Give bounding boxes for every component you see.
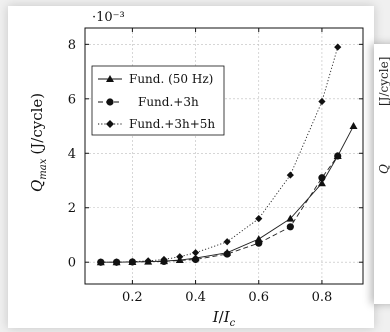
y-tick-label: 0 <box>68 256 76 271</box>
data-point-diamond <box>144 257 152 265</box>
data-point-triangle <box>286 214 295 222</box>
figure-card: 0.2 0.4 0.6 0.8 0 2 4 6 8 ·10⁻³ Qmax (J/cycle) I… <box>8 6 374 328</box>
legend: Fund. (50 Hz) Fund.+3h Fund.+3h+5h <box>91 65 225 136</box>
chart: 0.2 0.4 0.6 0.8 0 2 4 6 8 ·10⁻³ Qmax (J/cycle) I… <box>28 10 364 328</box>
legend-diamond-icon <box>106 120 114 128</box>
data-point-diamond <box>223 238 231 246</box>
data-point-triangle <box>349 122 358 130</box>
x-axis-ticks: 0.2 0.4 0.6 0.8 <box>122 28 332 305</box>
data-point-circle <box>223 250 231 258</box>
x-axis-label-main: I <box>212 308 220 326</box>
data-point-diamond <box>191 249 200 257</box>
y-axis-ticks: 0 2 4 6 8 <box>68 38 363 271</box>
x-tick-label: 0.8 <box>312 290 333 305</box>
data-point-diamond <box>286 171 294 179</box>
x-axis-label-denominator: I <box>223 308 231 326</box>
data-point-diamond <box>255 215 263 223</box>
data-point-diamond <box>318 97 326 106</box>
adjacent-figure-edge: [J/cycle] Q <box>374 44 390 304</box>
y-axis-label-unit: (J/cycle) <box>28 93 46 155</box>
legend-label-fund-3h: Fund.+3h <box>138 95 199 109</box>
x-tick-label: 0.4 <box>185 290 206 305</box>
data-point-circle <box>334 152 342 160</box>
data-point-diamond <box>112 258 121 266</box>
data-point-circle <box>255 239 263 247</box>
y-axis-label-main: Q <box>28 180 46 192</box>
legend-triangle-icon <box>106 75 114 82</box>
y-exponent-label: ·10⁻³ <box>92 10 125 25</box>
x-tick-label: 0.6 <box>248 290 269 305</box>
legend-entry-fund-3h: Fund.+3h <box>98 95 199 109</box>
y-tick-label: 2 <box>68 201 76 216</box>
data-point-diamond <box>334 43 342 51</box>
y-axis-label: Qmax (J/cycle) <box>28 93 49 192</box>
adjacent-figure-q: Q <box>377 164 390 174</box>
legend-label-fund-3h-5h: Fund.+3h+5h <box>129 117 215 131</box>
legend-entry-fund: Fund. (50 Hz) <box>98 72 213 86</box>
series-circle <box>97 152 342 266</box>
y-tick-label: 8 <box>68 38 76 53</box>
series-line <box>100 155 339 263</box>
adjacent-figure-unit: [J/cycle] <box>377 56 390 106</box>
data-point-circle <box>286 223 294 231</box>
data-point-triangle <box>317 179 326 187</box>
y-axis-label-sub: max <box>38 158 49 179</box>
x-axis-label-denominator-index: c <box>230 318 236 328</box>
plot-frame <box>84 27 364 285</box>
legend-entry-fund-3h-5h: Fund.+3h+5h <box>98 117 215 131</box>
y-tick-label: 6 <box>68 92 76 107</box>
x-axis-label-slash: / <box>219 308 225 326</box>
data-point-diamond <box>128 258 136 266</box>
series-layer <box>96 43 358 266</box>
y-tick-label: 4 <box>68 147 76 162</box>
legend-label-fund: Fund. (50 Hz) <box>129 72 213 86</box>
legend-circle-icon <box>106 98 114 106</box>
data-point-diamond <box>97 258 105 266</box>
data-point-circle <box>318 174 326 182</box>
x-axis-label: I/Ic <box>212 308 236 328</box>
data-point-circle <box>191 255 200 264</box>
x-tick-label: 0.2 <box>122 290 143 305</box>
